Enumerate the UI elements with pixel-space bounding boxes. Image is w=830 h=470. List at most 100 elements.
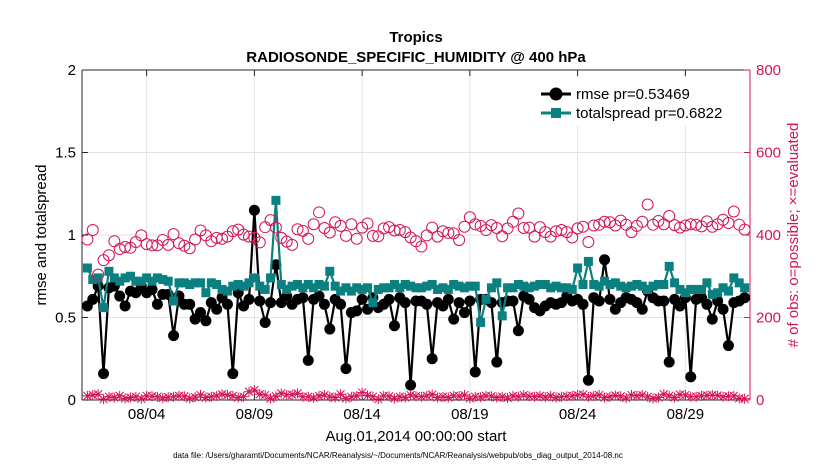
data-point [690,218,703,231]
data-point [583,391,594,402]
data-point [572,390,583,401]
data-point [168,391,179,402]
data-point [546,283,556,293]
data-point [663,356,675,368]
data-point [680,288,690,298]
data-point [249,273,259,283]
data-point [178,239,191,252]
data-point [534,390,545,401]
data-point [669,392,680,403]
data-point [303,391,314,402]
data-point [99,303,109,313]
legend-totalspread-label: totalspread pr=0.6822 [576,105,722,122]
data-point [87,293,99,305]
data-point [345,218,358,231]
data-point [389,280,399,289]
data-point [578,280,588,289]
data-point [481,390,492,401]
data-point [427,389,438,400]
data-point [286,238,299,251]
data-point [93,273,103,283]
data-point [594,390,605,401]
data-point [593,295,605,307]
data-point [233,280,243,289]
data-point [81,233,94,246]
data-point [351,305,363,317]
x-tick-label: 08/09 [236,406,274,423]
data-point [610,278,620,288]
data-point [146,283,158,295]
data-point [632,280,642,289]
legend: rmse pr=0.53469 totalspread pr=0.6822 [537,78,729,126]
data-point [626,390,637,401]
data-point [323,226,336,239]
y-tick-label-right: 0 [756,392,764,409]
data-point [604,391,615,402]
data-point [378,390,389,401]
y-axis-label: rmse and totalspread [33,165,50,306]
data-point [319,281,329,291]
data-point [292,280,302,289]
data-point [648,281,658,291]
data-point [335,389,346,400]
data-point [314,390,325,401]
data-point [183,242,196,255]
data-point [211,303,223,315]
y-tick-label: 0.5 [55,310,76,327]
data-point [718,283,728,293]
data-point [416,283,426,293]
data-point [119,240,132,253]
data-point [103,391,114,402]
x-tick-label: 08/14 [343,406,381,423]
y-axis-right-label: # of obs: o=possible; ×=evaluated [785,123,802,348]
data-point [653,280,663,289]
data-point [82,263,92,273]
data-point [524,283,534,293]
data-point [427,280,437,289]
data-point [253,236,266,249]
data-point [551,281,561,291]
data-point [507,295,519,307]
data-point [545,390,556,401]
data-point [653,392,664,403]
legend-rmse-marker [549,87,563,101]
data-point [216,232,229,245]
data-point [566,231,579,244]
data-point [152,273,162,283]
data-point [658,295,670,307]
data-point [674,389,685,400]
data-point [459,390,470,401]
data-point [340,393,351,404]
data-point [222,390,233,401]
y-tick-label: 1.5 [55,145,76,162]
data-point [578,389,588,400]
data-point [658,389,669,400]
data-point [475,392,486,403]
data-point [637,281,647,291]
data-point [125,271,135,281]
data-point [643,284,653,294]
data-point [228,281,238,291]
series-3 [82,385,750,405]
data-point [357,284,367,294]
data-point [587,219,600,232]
data-point [663,210,676,223]
data-point [717,303,729,315]
data-point [449,280,459,289]
data-point [426,221,439,234]
data-point [442,226,455,239]
data-point [190,392,201,403]
data-point [109,273,119,283]
data-point [571,222,584,235]
data-point [512,325,524,337]
y-tick-label-right: 800 [756,62,781,79]
data-point [195,307,207,319]
data-point [147,276,157,286]
data-point [600,276,610,286]
data-point [319,390,330,401]
data-point [555,224,568,237]
data-point [400,280,410,289]
data-point [616,281,626,291]
data-point [147,391,158,402]
